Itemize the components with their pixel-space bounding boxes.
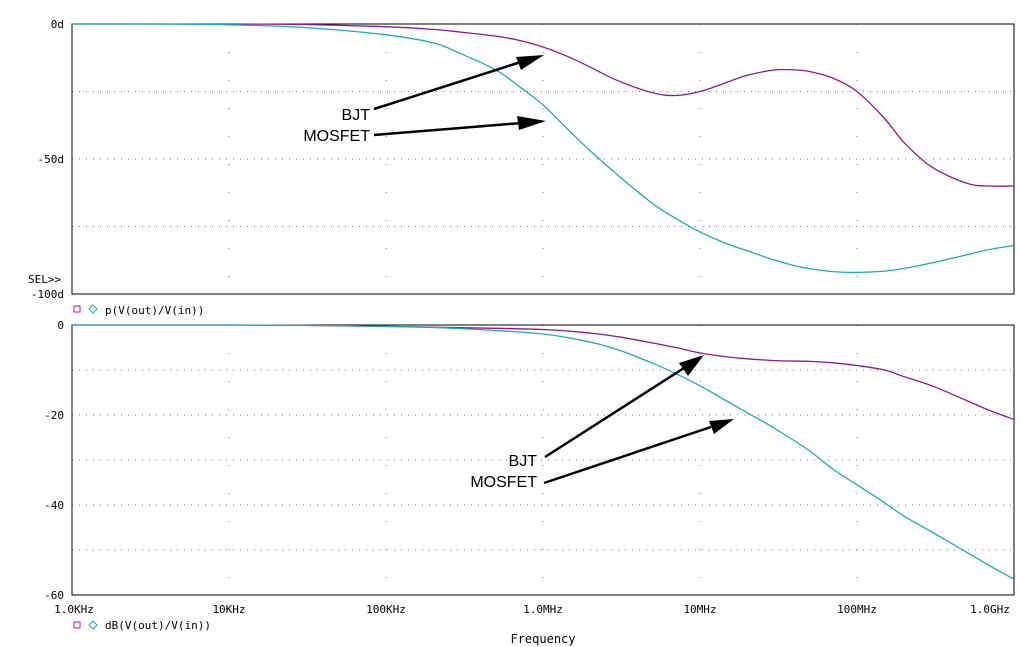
- phase-traces: [71, 23, 1015, 274]
- xtick-100mhz: 100MHz: [837, 603, 877, 616]
- sel-marker[interactable]: SEL>>: [28, 273, 61, 286]
- phase-trace-label[interactable]: p(V(out)/V(in)): [105, 304, 204, 317]
- xtick-10mhz: 10MHz: [683, 603, 716, 616]
- trace-square-icon: [73, 305, 81, 313]
- phase-ytick-1: -50d: [38, 153, 65, 166]
- phase-annotation-bjt: BJT: [342, 107, 371, 124]
- magnitude-trace-label[interactable]: dB(V(out)/V(in)): [105, 619, 211, 632]
- magnitude-bjt-arrow: [544, 366, 685, 459]
- magnitude-ytick-2: -40: [44, 499, 64, 512]
- magnitude-mosfet-arrowhead: [709, 419, 734, 434]
- phase-bjt-arrow: [373, 59, 525, 111]
- phase-mosfet-arrowhead: [517, 116, 546, 130]
- xtick-1ghz: 1.0GHz: [970, 603, 1010, 616]
- phase-plot-grid: [72, 23, 1014, 294]
- magnitude-annotation-bjt: BJT: [509, 453, 538, 470]
- magnitude-series-mosfet-line[interactable]: [71, 324, 1015, 580]
- xtick-100khz: 100KHz: [366, 603, 406, 616]
- magnitude-plot-grid: [72, 324, 1014, 595]
- magnitude-mosfet-arrow: [543, 425, 712, 485]
- phase-plot-frame: [71, 23, 1015, 295]
- magnitude-ytick-3: -60: [44, 589, 64, 602]
- phase-mosfet-arrow: [373, 121, 523, 137]
- phase-bjt-arrowhead: [516, 55, 544, 70]
- trace-square-icon: [73, 621, 81, 629]
- phase-annotation-mosfet: MOSFET: [303, 128, 370, 145]
- magnitude-series-bjt-line[interactable]: [71, 324, 1015, 421]
- xtick-1khz: 1.0KHz: [54, 603, 94, 616]
- trace-diamond-icon: [88, 620, 98, 630]
- magnitude-annotation-mosfet: MOSFET: [470, 474, 537, 491]
- magnitude-traces: [71, 324, 1015, 580]
- phase-ytick-2: -100d: [31, 288, 64, 301]
- magnitude-ytick-0: 0: [57, 319, 64, 332]
- trace-diamond-icon: [88, 304, 98, 314]
- x-axis-title: Frequency: [510, 632, 575, 646]
- xtick-1mhz: 1.0MHz: [523, 603, 563, 616]
- phase-series-bjt-line[interactable]: [71, 23, 1015, 187]
- magnitude-ytick-1: -20: [44, 409, 64, 422]
- magnitude-plot-frame: [71, 324, 1015, 596]
- phase-ytick-0: 0d: [51, 18, 64, 31]
- magnitude-bjt-arrowhead: [679, 355, 704, 376]
- phase-series-mosfet-line[interactable]: [71, 23, 1015, 274]
- xtick-10khz: 10KHz: [212, 603, 245, 616]
